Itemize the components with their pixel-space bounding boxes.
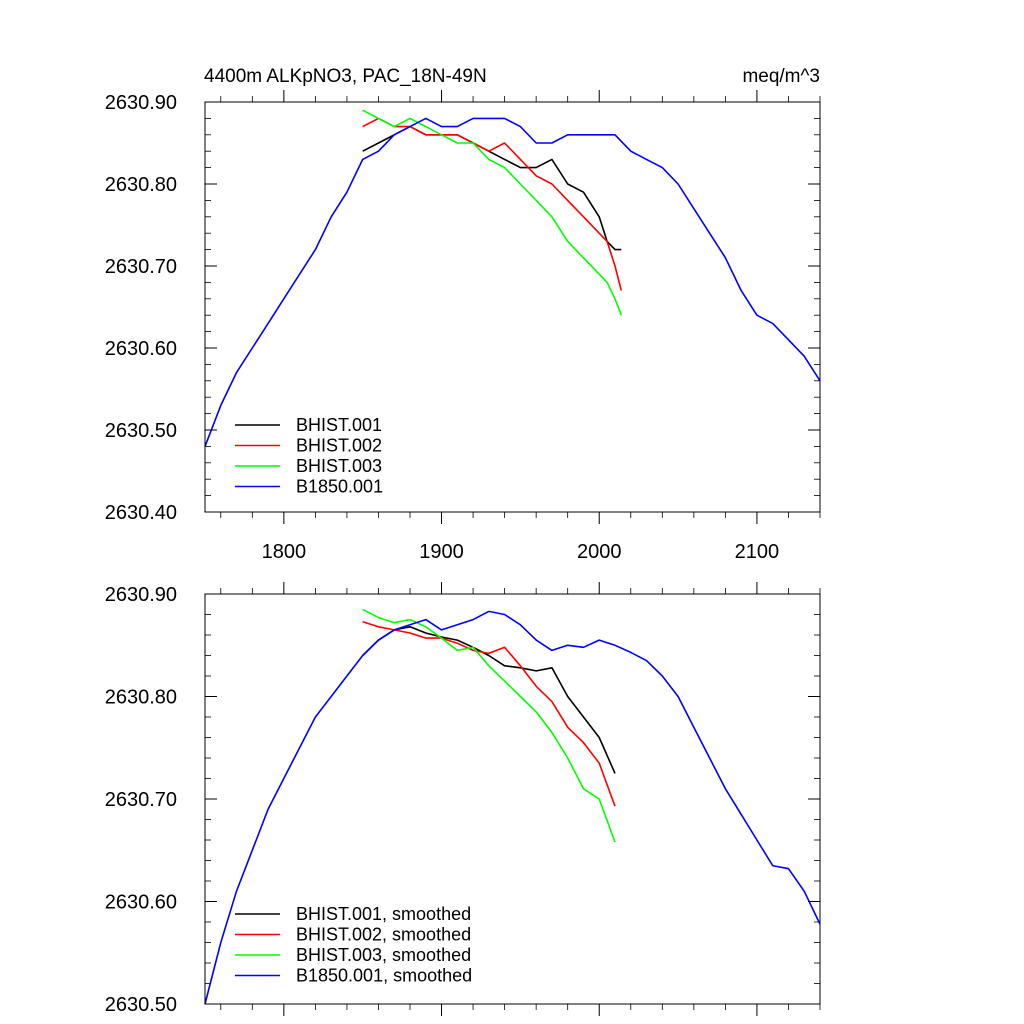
top-panel: 4400m ALKpNO3, PAC_18N-49N meq/m^3 2630.…: [105, 66, 821, 563]
y-tick-label: 2630.90: [105, 584, 177, 606]
legend-label: BHIST.003, smoothed: [296, 945, 471, 965]
legend-label: B1850.001, smoothed: [296, 966, 472, 986]
y-tick-label: 2630.60: [105, 338, 177, 360]
x-tick-label: 2100: [735, 541, 780, 563]
top-plot-frame: [204, 101, 821, 513]
bottom-series-lines: [204, 608, 821, 1005]
y-tick-label: 2630.70: [105, 256, 177, 278]
y-tick-label: 2630.80: [105, 174, 177, 196]
series-line-bhist-002: [362, 117, 623, 291]
bottom-panel: 2630.50 2630.60 2630.70 2630.80 2630.90 BHIS…: [105, 582, 821, 1016]
series-line-bhist-001: [362, 125, 622, 251]
legend-label: BHIST.003: [296, 456, 382, 476]
series-line-bhist-003: [362, 109, 623, 316]
chart-title: 4400m ALKpNO3, PAC_18N-49N: [204, 66, 487, 87]
y-tick-label: 2630.80: [105, 687, 177, 709]
y-tick-label: 2630.60: [105, 892, 177, 914]
series-line-b1850-001: [204, 117, 821, 447]
y-tick-label: 2630.90: [105, 92, 177, 114]
x-tick-label: 2000: [577, 541, 622, 563]
y-tick-label: 2630.70: [105, 789, 177, 811]
legend-label: B1850.001: [296, 477, 383, 497]
units-label: meq/m^3: [742, 66, 820, 87]
legend-label: BHIST.001, smoothed: [296, 904, 471, 924]
series-line-b1850-001-smoothed: [204, 610, 821, 1005]
legend-label: BHIST.002: [296, 436, 382, 456]
series-line-bhist-003-smoothed: [362, 608, 616, 843]
y-tick-label: 2630.40: [105, 502, 177, 524]
legend-label: BHIST.002, smoothed: [296, 925, 471, 945]
series-line-bhist-002-smoothed: [362, 620, 616, 807]
x-tick-label: 1800: [262, 541, 307, 563]
series-line-bhist-001-smoothed: [362, 625, 616, 774]
y-tick-label: 2630.50: [105, 994, 177, 1016]
y-tick-label: 2630.50: [105, 420, 177, 442]
legend-label: BHIST.001: [296, 415, 382, 435]
top-series-lines: [204, 109, 821, 447]
bottom-plot-frame: [204, 593, 821, 1005]
x-tick-label: 1900: [419, 541, 464, 563]
